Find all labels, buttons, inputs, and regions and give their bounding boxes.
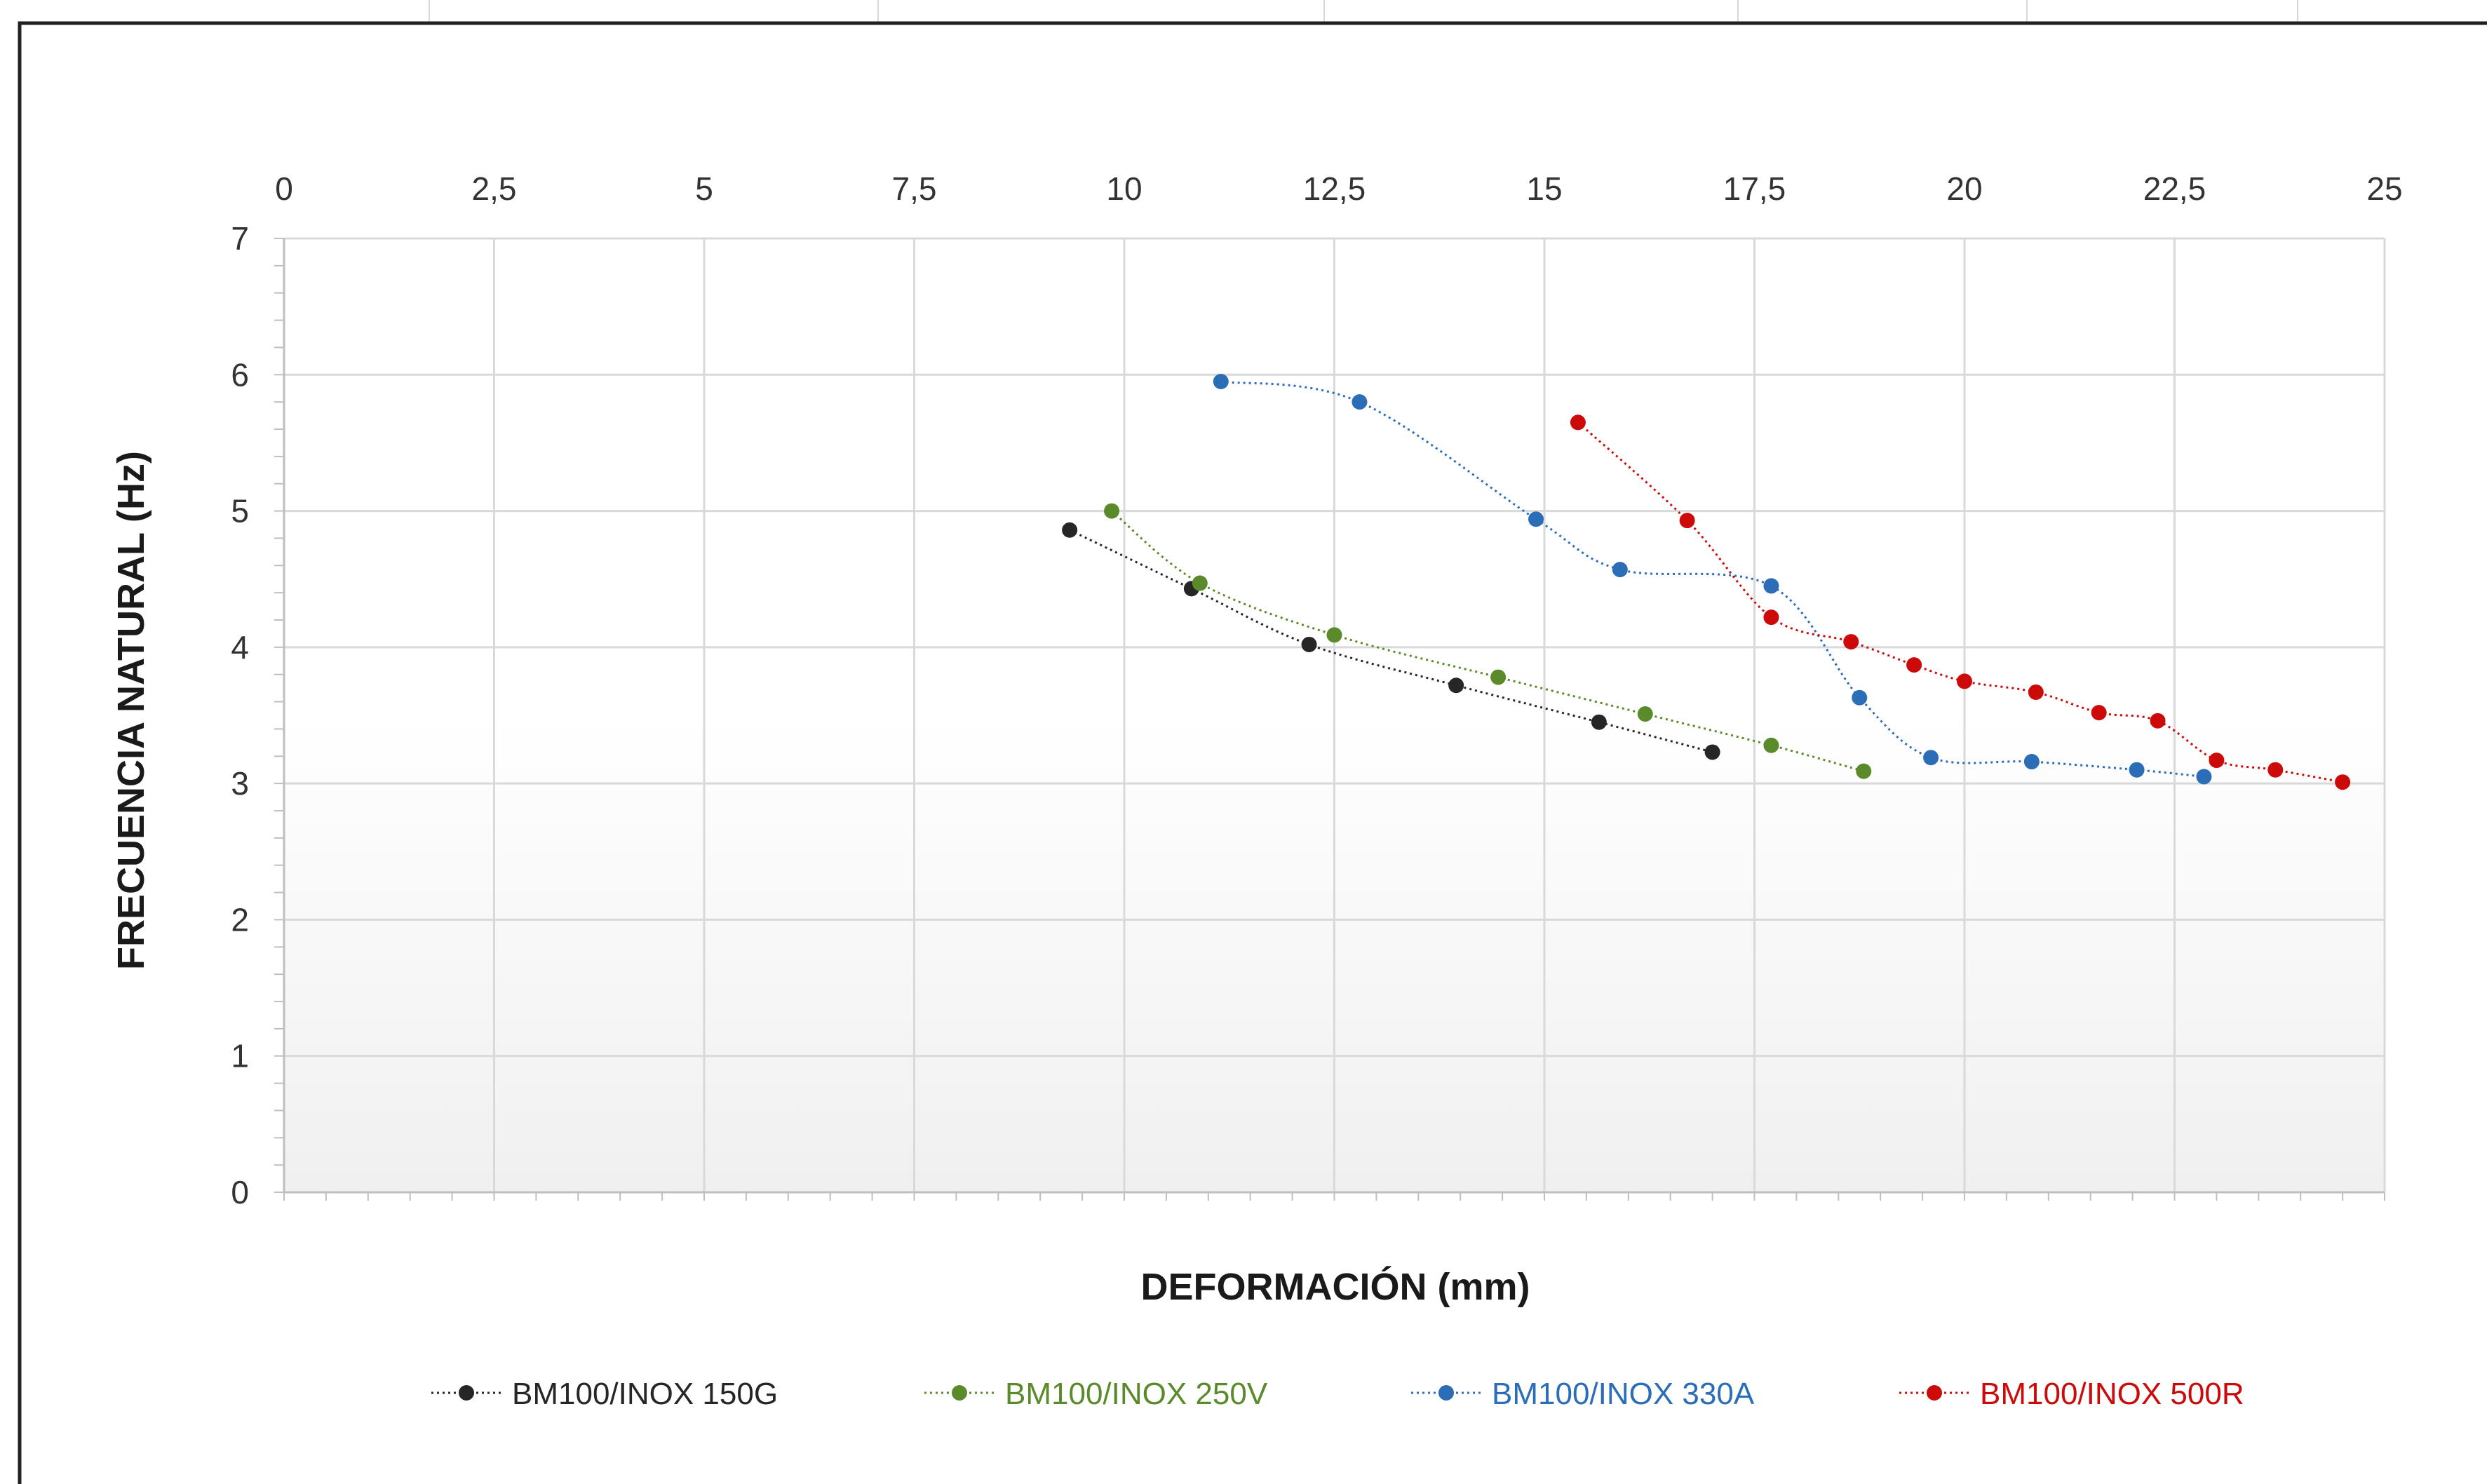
x-tick-label: 15 — [1526, 170, 1562, 207]
series-2 — [1104, 503, 1872, 779]
data-point — [1957, 673, 1972, 689]
x-tick-label: 5 — [695, 170, 713, 207]
y-tick-label: 0 — [231, 1174, 249, 1210]
data-point — [1528, 511, 1544, 527]
data-point — [1763, 609, 1779, 626]
legend-label: BM100/INOX 250V — [1005, 1377, 1268, 1411]
data-point — [2023, 754, 2040, 770]
x-tick-label: 10 — [1106, 170, 1142, 207]
data-point — [2129, 762, 2145, 778]
axes — [274, 238, 2385, 1201]
data-point — [1192, 575, 1208, 591]
legend-marker — [1927, 1385, 1942, 1401]
series-4 — [1570, 414, 2351, 790]
data-point — [2150, 713, 2166, 729]
data-point — [1852, 689, 1868, 706]
x-tick-labels: 0 2,5 5 7,5 10 12,5 15 17,5 20 22,5 25 — [275, 170, 2402, 207]
legend-marker — [1438, 1385, 1454, 1401]
data-point — [1062, 522, 1078, 538]
data-point — [1448, 677, 1464, 694]
x-tick-label: 17,5 — [1723, 170, 1786, 207]
legend-label: BM100/INOX 330A — [1492, 1377, 1755, 1411]
data-point — [1763, 737, 1779, 753]
data-point — [1679, 513, 1695, 529]
data-point — [1591, 714, 1607, 730]
legend-item: BM100/INOX 250V — [924, 1377, 1268, 1411]
data-point — [2267, 762, 2284, 778]
data-point — [1301, 636, 1317, 652]
legend-marker — [952, 1385, 967, 1401]
data-point — [1490, 669, 1507, 685]
legend-item: BM100/INOX 500R — [1899, 1377, 2244, 1411]
series-line — [1220, 380, 2204, 778]
data-point — [1570, 414, 1586, 431]
x-axis-label: DEFORMACIÓN (mm) — [1141, 1266, 1530, 1308]
data-point — [2091, 705, 2107, 721]
legend-label: BM100/INOX 150G — [512, 1377, 778, 1411]
data-point — [1704, 744, 1720, 760]
data-point — [1637, 706, 1653, 722]
data-point — [1352, 394, 1368, 410]
series-3 — [1213, 374, 2212, 785]
data-point — [2028, 684, 2044, 700]
data-point — [2335, 774, 2351, 790]
legend: BM100/INOX 150G BM100/INOX 250V BM100/INOX… — [431, 1377, 2244, 1411]
y-axis-label: FRECUENCIA NATURAL (Hz) — [110, 451, 152, 970]
spreadsheet-grid — [429, 0, 2298, 23]
data-point — [1612, 562, 1628, 578]
x-tick-label: 2,5 — [472, 170, 517, 207]
y-tick-label: 6 — [231, 356, 249, 393]
legend-item: BM100/INOX 330A — [1411, 1377, 1755, 1411]
series-layer — [1062, 374, 2351, 790]
data-point — [1923, 750, 1939, 766]
y-tick-labels: 0 1 2 3 4 5 6 7 — [231, 220, 249, 1210]
data-point — [1843, 634, 1859, 650]
data-point — [1104, 503, 1120, 519]
data-point — [1763, 578, 1779, 594]
y-tick-label: 1 — [231, 1038, 249, 1074]
data-point — [1906, 657, 1922, 673]
y-tick-label: 4 — [231, 629, 249, 666]
data-point — [1326, 627, 1342, 643]
data-point — [1213, 374, 1229, 389]
y-tick-label: 2 — [231, 901, 249, 938]
x-tick-label: 0 — [275, 170, 293, 207]
x-tick-label: 7,5 — [892, 170, 937, 207]
x-tick-label: 22,5 — [2143, 170, 2206, 207]
legend-item: BM100/INOX 150G — [431, 1377, 778, 1411]
data-point — [2196, 769, 2212, 785]
y-tick-label: 5 — [231, 493, 249, 529]
x-tick-label: 12,5 — [1303, 170, 1366, 207]
x-tick-label: 20 — [1946, 170, 1982, 207]
x-tick-label: 25 — [2366, 170, 2402, 207]
y-tick-label: 3 — [231, 765, 249, 802]
y-tick-label: 7 — [231, 220, 249, 257]
data-point — [1856, 763, 1872, 779]
legend-label: BM100/INOX 500R — [1980, 1377, 2244, 1411]
legend-marker — [459, 1385, 474, 1401]
data-point — [2209, 753, 2225, 769]
